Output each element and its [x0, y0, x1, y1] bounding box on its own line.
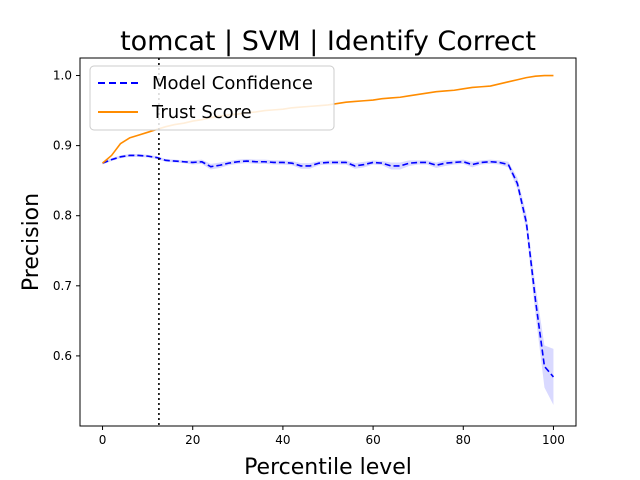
- y-axis-label: Precision: [19, 193, 44, 291]
- x-axis-ticks: 0 20 40 60 80 100: [99, 426, 565, 447]
- axes: [79, 57, 577, 427]
- legend-box: [89, 65, 335, 131]
- axes-frame: [79, 57, 577, 427]
- y-axis-ticks: 0.6 0.7 0.8 0.9 1.0: [53, 69, 80, 363]
- chart-title: tomcat | SVM | Identify Correct: [120, 26, 536, 57]
- x-tick-label: 20: [185, 433, 200, 447]
- series-line-0: [102, 154, 555, 378]
- y-tick-label: 0.8: [53, 209, 72, 223]
- x-tick-label: 40: [275, 433, 290, 447]
- x-tick-label: 100: [542, 433, 565, 447]
- legend-label-model-confidence: Model Confidence: [152, 73, 313, 94]
- y-tick-label: 0.6: [53, 349, 72, 363]
- legend-label-trust-score: Trust Score: [151, 102, 252, 123]
- x-tick-label: 0: [99, 433, 107, 447]
- x-axis-label: Percentile level: [244, 455, 412, 480]
- y-tick-label: 1.0: [53, 69, 72, 83]
- x-tick-label: 60: [365, 433, 380, 447]
- y-tick-label: 0.9: [53, 139, 72, 153]
- legend: Model Confidence Trust Score: [89, 65, 335, 131]
- y-tick-label: 0.7: [53, 279, 72, 293]
- x-tick-label: 80: [456, 433, 471, 447]
